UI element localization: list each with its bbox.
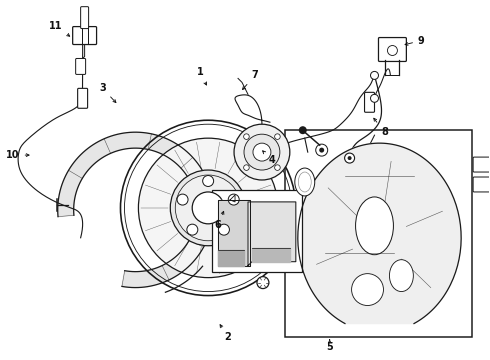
Text: 5: 5 <box>326 339 333 352</box>
Circle shape <box>244 134 249 139</box>
Circle shape <box>187 224 198 235</box>
Circle shape <box>370 71 378 80</box>
Polygon shape <box>218 250 244 266</box>
Circle shape <box>274 165 280 170</box>
Polygon shape <box>298 143 461 324</box>
Text: 6: 6 <box>215 211 224 230</box>
Text: 11: 11 <box>49 21 70 36</box>
Text: 1: 1 <box>197 67 206 85</box>
Text: 2: 2 <box>220 325 231 342</box>
Circle shape <box>177 194 188 205</box>
Circle shape <box>319 148 324 153</box>
Circle shape <box>192 192 224 224</box>
FancyBboxPatch shape <box>75 58 86 75</box>
Ellipse shape <box>298 172 311 192</box>
Polygon shape <box>252 248 290 262</box>
FancyBboxPatch shape <box>365 92 374 112</box>
Text: 3: 3 <box>99 84 116 103</box>
Circle shape <box>344 153 355 163</box>
FancyBboxPatch shape <box>473 157 490 172</box>
Text: 10: 10 <box>6 150 29 160</box>
FancyBboxPatch shape <box>73 27 97 45</box>
Polygon shape <box>248 202 296 266</box>
Circle shape <box>370 94 378 102</box>
Circle shape <box>253 143 271 161</box>
FancyBboxPatch shape <box>81 7 89 28</box>
Text: 8: 8 <box>374 118 388 137</box>
Circle shape <box>244 165 249 170</box>
Bar <box>212 190 302 272</box>
Circle shape <box>257 276 269 289</box>
Polygon shape <box>218 200 250 266</box>
Ellipse shape <box>390 260 414 292</box>
Circle shape <box>203 176 214 186</box>
Ellipse shape <box>295 168 315 196</box>
Circle shape <box>388 45 397 55</box>
Text: 4: 4 <box>263 151 275 165</box>
Circle shape <box>274 134 280 139</box>
Text: 9: 9 <box>405 36 425 46</box>
Polygon shape <box>58 132 213 288</box>
Circle shape <box>171 170 246 246</box>
Circle shape <box>219 224 229 235</box>
Circle shape <box>234 124 290 180</box>
Circle shape <box>347 156 352 160</box>
Circle shape <box>352 274 384 306</box>
Circle shape <box>299 126 307 134</box>
FancyBboxPatch shape <box>473 177 490 192</box>
Text: 7: 7 <box>243 71 258 90</box>
Ellipse shape <box>356 197 393 255</box>
Circle shape <box>175 175 241 241</box>
Circle shape <box>316 144 328 156</box>
Circle shape <box>138 138 278 278</box>
Circle shape <box>244 134 280 170</box>
Bar <box>285 130 472 337</box>
FancyBboxPatch shape <box>77 88 88 108</box>
Circle shape <box>228 194 239 205</box>
FancyBboxPatch shape <box>378 37 406 62</box>
